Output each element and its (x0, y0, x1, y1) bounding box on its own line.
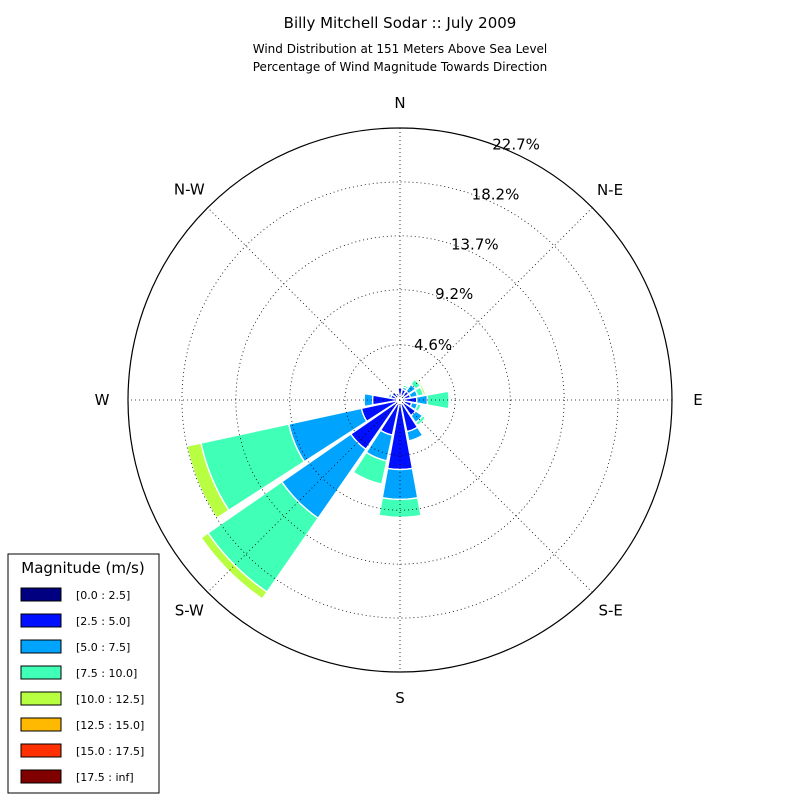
radial-tick-1: 9.2% (435, 285, 473, 303)
legend-label-2: [5.0 : 7.5] (76, 641, 130, 654)
direction-label-e: E (693, 391, 702, 409)
wedge-sector-8-bin-4 (377, 514, 423, 520)
legend-label-3: [7.5 : 10.0] (76, 667, 137, 680)
chart-title: Billy Mitchell Sodar :: July 2009 (284, 14, 517, 32)
radial-tick-0: 4.6% (414, 336, 452, 354)
direction-label-w: W (95, 391, 110, 409)
wedge-sector-7-bin-4 (408, 435, 425, 445)
wedge-sector-8-bin-2 (381, 467, 419, 501)
legend-label-0: [0.0 : 2.5] (76, 589, 130, 602)
polar-grid (128, 128, 672, 672)
wind-wedges (186, 375, 450, 601)
chart-subtitle-line-1: Wind Distribution at 151 Meters Above Se… (253, 42, 548, 56)
radial-tick-labels: 4.6% 9.2% 13.7% 18.2% 22.7% (414, 136, 540, 354)
direction-label-n-w: N-W (174, 180, 205, 198)
legend-swatch-4 (20, 691, 62, 706)
direction-label-n-e: N-E (597, 181, 623, 199)
radial-tick-2: 13.7% (451, 235, 499, 253)
wedge-sector-15-bin-1 (395, 392, 401, 398)
legend-swatch-3 (20, 665, 62, 680)
wedge-sector-9-bin-4 (351, 471, 383, 487)
wedge-sector-5-bin-3 (414, 402, 422, 413)
direction-label-s-e: S-E (598, 602, 622, 620)
legend: Magnitude (m/s) [0.0 : 2.5] [2.5 : 5.0] [5… (7, 553, 160, 794)
legend-swatch-1 (20, 613, 62, 628)
legend-label-4: [10.0 : 12.5] (76, 693, 144, 706)
chart-subtitle-line-2: Percentage of Wind Magnitude Towards Dir… (253, 60, 547, 74)
wedge-sector-3-bin-7 (423, 382, 431, 395)
wedge-sector-11-bin-4 (186, 442, 230, 520)
polar-frame (127, 127, 673, 673)
wedge-sector-2-bin-7 (415, 375, 425, 385)
wedge-sector-10-bin-5 (199, 536, 264, 601)
legend-swatch-7 (20, 769, 62, 784)
legend-swatch-6 (20, 743, 62, 758)
legend-label-5: [12.5 : 15.0] (76, 719, 144, 732)
direction-label-n: N (394, 94, 405, 112)
legend-swatch-5 (20, 717, 62, 732)
grid-ring-2 (235, 235, 565, 565)
legend-swatch-0 (20, 587, 62, 602)
direction-labels: N N-E E S-E S S-W W N-W (95, 94, 703, 707)
legend-title: Magnitude (m/s) (21, 559, 144, 577)
legend-label-1: [2.5 : 5.0] (76, 615, 130, 628)
grid-ring-1 (289, 289, 511, 511)
legend-items: [0.0 : 2.5] [2.5 : 5.0] [5.0 : 7.5] [7.5 : … (20, 587, 144, 784)
wedge-sector-4-bin-3 (426, 390, 450, 410)
legend-swatch-2 (20, 639, 62, 654)
wedge-sector-13-bin-2 (387, 392, 393, 399)
wedge-sector-12-bin-2 (363, 392, 374, 408)
radial-tick-4: 22.7% (492, 136, 540, 154)
legend-label-7: [17.5 : inf] (76, 771, 134, 784)
direction-label-s-w: S-W (175, 602, 204, 620)
radial-tick-3: 18.2% (472, 186, 520, 204)
direction-label-s: S (395, 689, 405, 707)
grid-ring-3 (181, 181, 619, 619)
legend-label-6: [15.0 : 17.5] (76, 745, 144, 758)
